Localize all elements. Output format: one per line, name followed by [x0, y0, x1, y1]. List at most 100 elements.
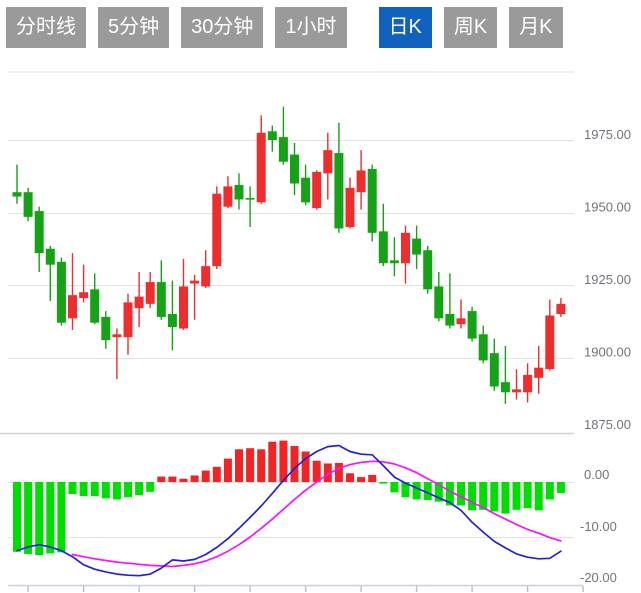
macd-bar	[279, 440, 288, 482]
candle-body	[90, 289, 100, 323]
macd-bar	[257, 449, 266, 482]
macd-bar	[468, 482, 477, 511]
candle-body	[23, 192, 33, 217]
candle-body	[500, 382, 510, 393]
candle-body	[156, 282, 166, 317]
macd-bar	[13, 482, 21, 552]
macd-bar	[457, 482, 465, 506]
macd-bar	[24, 482, 33, 554]
macd-bar	[312, 460, 321, 482]
price-gridlines	[8, 71, 574, 359]
candle-body	[123, 302, 133, 338]
macd-bar	[157, 476, 166, 482]
macd-bar	[201, 470, 210, 482]
price-axis-label: 1900.00	[584, 345, 631, 360]
candle-body	[456, 318, 466, 325]
candle-body	[134, 296, 144, 309]
candle-body	[478, 334, 488, 361]
macd-bar	[168, 476, 177, 482]
tab-5min[interactable]: 5分钟	[98, 7, 170, 48]
macd-bar	[545, 482, 554, 500]
macd-bar	[390, 482, 399, 493]
tab-daily-k[interactable]: 日K	[378, 7, 432, 48]
candle-body	[167, 314, 177, 328]
candle-body	[345, 187, 355, 227]
macd-bar	[212, 466, 221, 482]
macd-bar	[401, 482, 410, 498]
candle-body	[423, 250, 433, 290]
macd-bar	[423, 482, 432, 500]
macd-bar	[379, 482, 388, 484]
candle-body	[234, 184, 244, 200]
candle-body	[534, 367, 544, 378]
macd-bar	[512, 482, 521, 510]
price-axis-label: 1975.00	[584, 127, 631, 142]
tab-monthly-k[interactable]: 月K	[509, 7, 563, 48]
macd-bar	[124, 482, 132, 498]
macd-bar	[323, 463, 332, 482]
candle-body	[290, 154, 299, 184]
candle-body	[334, 153, 344, 229]
candle-body	[278, 137, 288, 162]
candle-body	[245, 198, 255, 200]
candle-body	[12, 192, 22, 197]
candle-body	[79, 292, 89, 299]
x-axis-ticks	[27, 586, 584, 592]
candle-body	[412, 238, 422, 255]
interval-tabbar: 分时线 5分钟 30分钟 1小时 日K 周K 月K	[6, 7, 563, 48]
candle-body	[68, 295, 77, 319]
tab-1hour[interactable]: 1小时	[275, 7, 347, 48]
candle-body	[190, 280, 200, 284]
candle-body	[367, 169, 377, 233]
macd-bar	[68, 482, 77, 494]
macd-bar	[490, 482, 499, 512]
macd-bar	[79, 482, 88, 497]
tab-minute-line[interactable]: 分时线	[6, 7, 86, 48]
candle-body	[34, 211, 44, 254]
candle-body	[201, 266, 211, 287]
candle-body	[445, 314, 455, 326]
candle-body	[401, 232, 410, 264]
candle-body	[545, 315, 555, 370]
candle-body	[56, 261, 66, 323]
macd-bar	[334, 462, 343, 482]
tab-weekly-k[interactable]: 周K	[443, 7, 498, 48]
macd-bar	[357, 477, 366, 482]
candle-body	[467, 311, 477, 339]
macd-bar	[90, 482, 99, 497]
candle-body	[389, 260, 399, 264]
macd-bar	[223, 458, 232, 482]
macd-bar	[434, 482, 443, 502]
macd-bar	[57, 482, 66, 553]
macd-bar	[523, 482, 532, 509]
candle-body	[101, 316, 111, 341]
candle-body	[45, 248, 55, 265]
tab-30min[interactable]: 30分钟	[181, 7, 264, 48]
candles	[12, 106, 566, 404]
macd-bar	[445, 482, 454, 506]
macd-bar	[246, 448, 255, 482]
candle-body	[223, 186, 233, 207]
macd-bar	[501, 482, 510, 514]
macd-bar	[190, 475, 199, 482]
macd-bar	[179, 478, 188, 482]
macd-bar	[301, 451, 310, 482]
candle-body	[212, 193, 222, 267]
candle-body	[523, 374, 533, 393]
candle-body	[179, 286, 188, 329]
candle-body	[301, 177, 311, 203]
candle-body	[378, 231, 388, 264]
macd-bar	[135, 482, 144, 496]
candle-body	[489, 353, 499, 387]
macd-bar	[235, 449, 243, 482]
macd-bar	[534, 482, 543, 511]
candle-body	[556, 303, 566, 314]
candle-body	[356, 170, 366, 193]
macd-bar	[101, 482, 110, 499]
candle-body	[267, 131, 277, 140]
macd-histogram	[13, 440, 565, 556]
macd-axis-label: -10.00	[580, 519, 617, 534]
macd-axis-label: 0.00	[584, 467, 609, 482]
